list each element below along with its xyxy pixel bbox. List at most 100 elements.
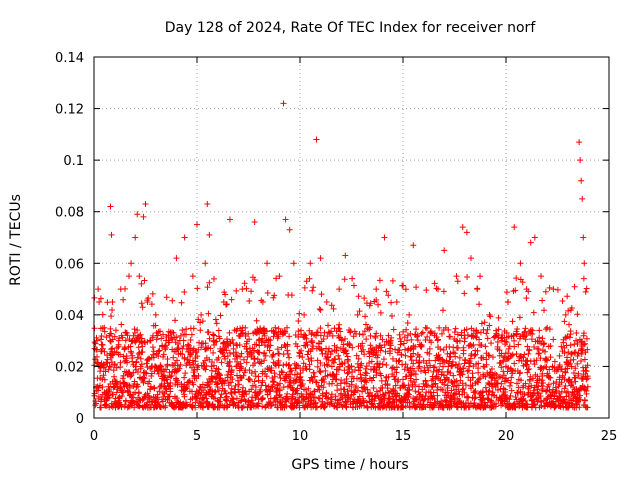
- data-point: [270, 378, 277, 385]
- data-point: [539, 382, 546, 389]
- data-point: [486, 352, 493, 359]
- data-point: [468, 350, 475, 357]
- data-point: [326, 345, 333, 352]
- data-point: [570, 356, 577, 363]
- data-point: [529, 327, 536, 334]
- data-point: [363, 377, 370, 384]
- data-point: [353, 352, 360, 359]
- data-point: [410, 242, 417, 249]
- data-point: [151, 385, 158, 392]
- data-point: [528, 336, 535, 343]
- data-point: [437, 345, 444, 352]
- data-point: [580, 275, 587, 282]
- data-point: [523, 295, 530, 302]
- data-point: [583, 285, 590, 292]
- data-point: [194, 353, 201, 360]
- data-point: [166, 369, 173, 376]
- data-point: [547, 343, 554, 350]
- data-point: [454, 278, 461, 285]
- data-point: [572, 378, 579, 385]
- data-point: [526, 376, 533, 383]
- data-point: [198, 311, 205, 318]
- data-point: [341, 276, 348, 283]
- data-point: [401, 334, 408, 341]
- data-point: [396, 347, 403, 354]
- data-point: [360, 346, 367, 353]
- data-point: [210, 362, 217, 369]
- data-point: [528, 397, 535, 404]
- data-point: [103, 334, 110, 341]
- data-point: [526, 366, 533, 373]
- data-point: [311, 388, 318, 395]
- data-point: [328, 380, 335, 387]
- data-point: [273, 275, 280, 282]
- data-point: [182, 403, 189, 410]
- data-point: [173, 255, 180, 262]
- data-point: [120, 353, 127, 360]
- data-point: [271, 292, 278, 299]
- data-point: [402, 361, 409, 368]
- data-point: [423, 287, 430, 294]
- data-point: [212, 316, 219, 323]
- data-point: [426, 357, 433, 364]
- data-point: [577, 157, 584, 164]
- data-point: [547, 374, 554, 381]
- data-point: [440, 288, 447, 295]
- data-point: [530, 309, 537, 316]
- data-point: [379, 391, 386, 398]
- data-point: [447, 350, 454, 357]
- data-point: [189, 273, 196, 280]
- data-point: [284, 390, 291, 397]
- data-point: [121, 345, 128, 352]
- data-point: [192, 399, 199, 406]
- data-point: [345, 369, 352, 376]
- data-point: [217, 312, 224, 319]
- data-point: [383, 361, 390, 368]
- data-point: [137, 365, 144, 372]
- data-point: [434, 384, 441, 391]
- data-point: [137, 355, 144, 362]
- data-point: [176, 365, 183, 372]
- data-point: [414, 333, 421, 340]
- data-point: [461, 335, 468, 342]
- data-point: [272, 324, 279, 331]
- data-point: [516, 370, 523, 377]
- data-point: [583, 376, 590, 383]
- data-point: [363, 399, 370, 406]
- data-point: [160, 351, 167, 358]
- data-point: [282, 216, 289, 223]
- data-point: [377, 332, 384, 339]
- data-point: [177, 361, 184, 368]
- data-point: [578, 338, 585, 345]
- data-point: [104, 360, 111, 367]
- data-point: [141, 369, 148, 376]
- data-point: [558, 388, 565, 395]
- data-point: [337, 380, 344, 387]
- data-point: [413, 326, 420, 333]
- data-point: [395, 358, 402, 365]
- data-point: [128, 349, 135, 356]
- data-point: [406, 386, 413, 393]
- data-point: [454, 331, 461, 338]
- data-point: [232, 349, 239, 356]
- data-point: [182, 370, 189, 377]
- data-point: [295, 328, 302, 335]
- data-point: [181, 374, 188, 381]
- data-point: [308, 331, 315, 338]
- data-point: [169, 329, 176, 336]
- data-point: [467, 355, 474, 362]
- data-point: [178, 299, 185, 306]
- data-point: [195, 316, 202, 323]
- data-point: [438, 330, 445, 337]
- data-point: [162, 346, 169, 353]
- data-point: [354, 387, 361, 394]
- data-point: [328, 391, 335, 398]
- data-point: [546, 284, 553, 291]
- data-point: [138, 300, 145, 307]
- data-point: [543, 388, 550, 395]
- data-point: [192, 391, 199, 398]
- data-point: [445, 326, 452, 333]
- data-point: [536, 327, 543, 334]
- data-point: [321, 378, 328, 385]
- data-point: [235, 386, 242, 393]
